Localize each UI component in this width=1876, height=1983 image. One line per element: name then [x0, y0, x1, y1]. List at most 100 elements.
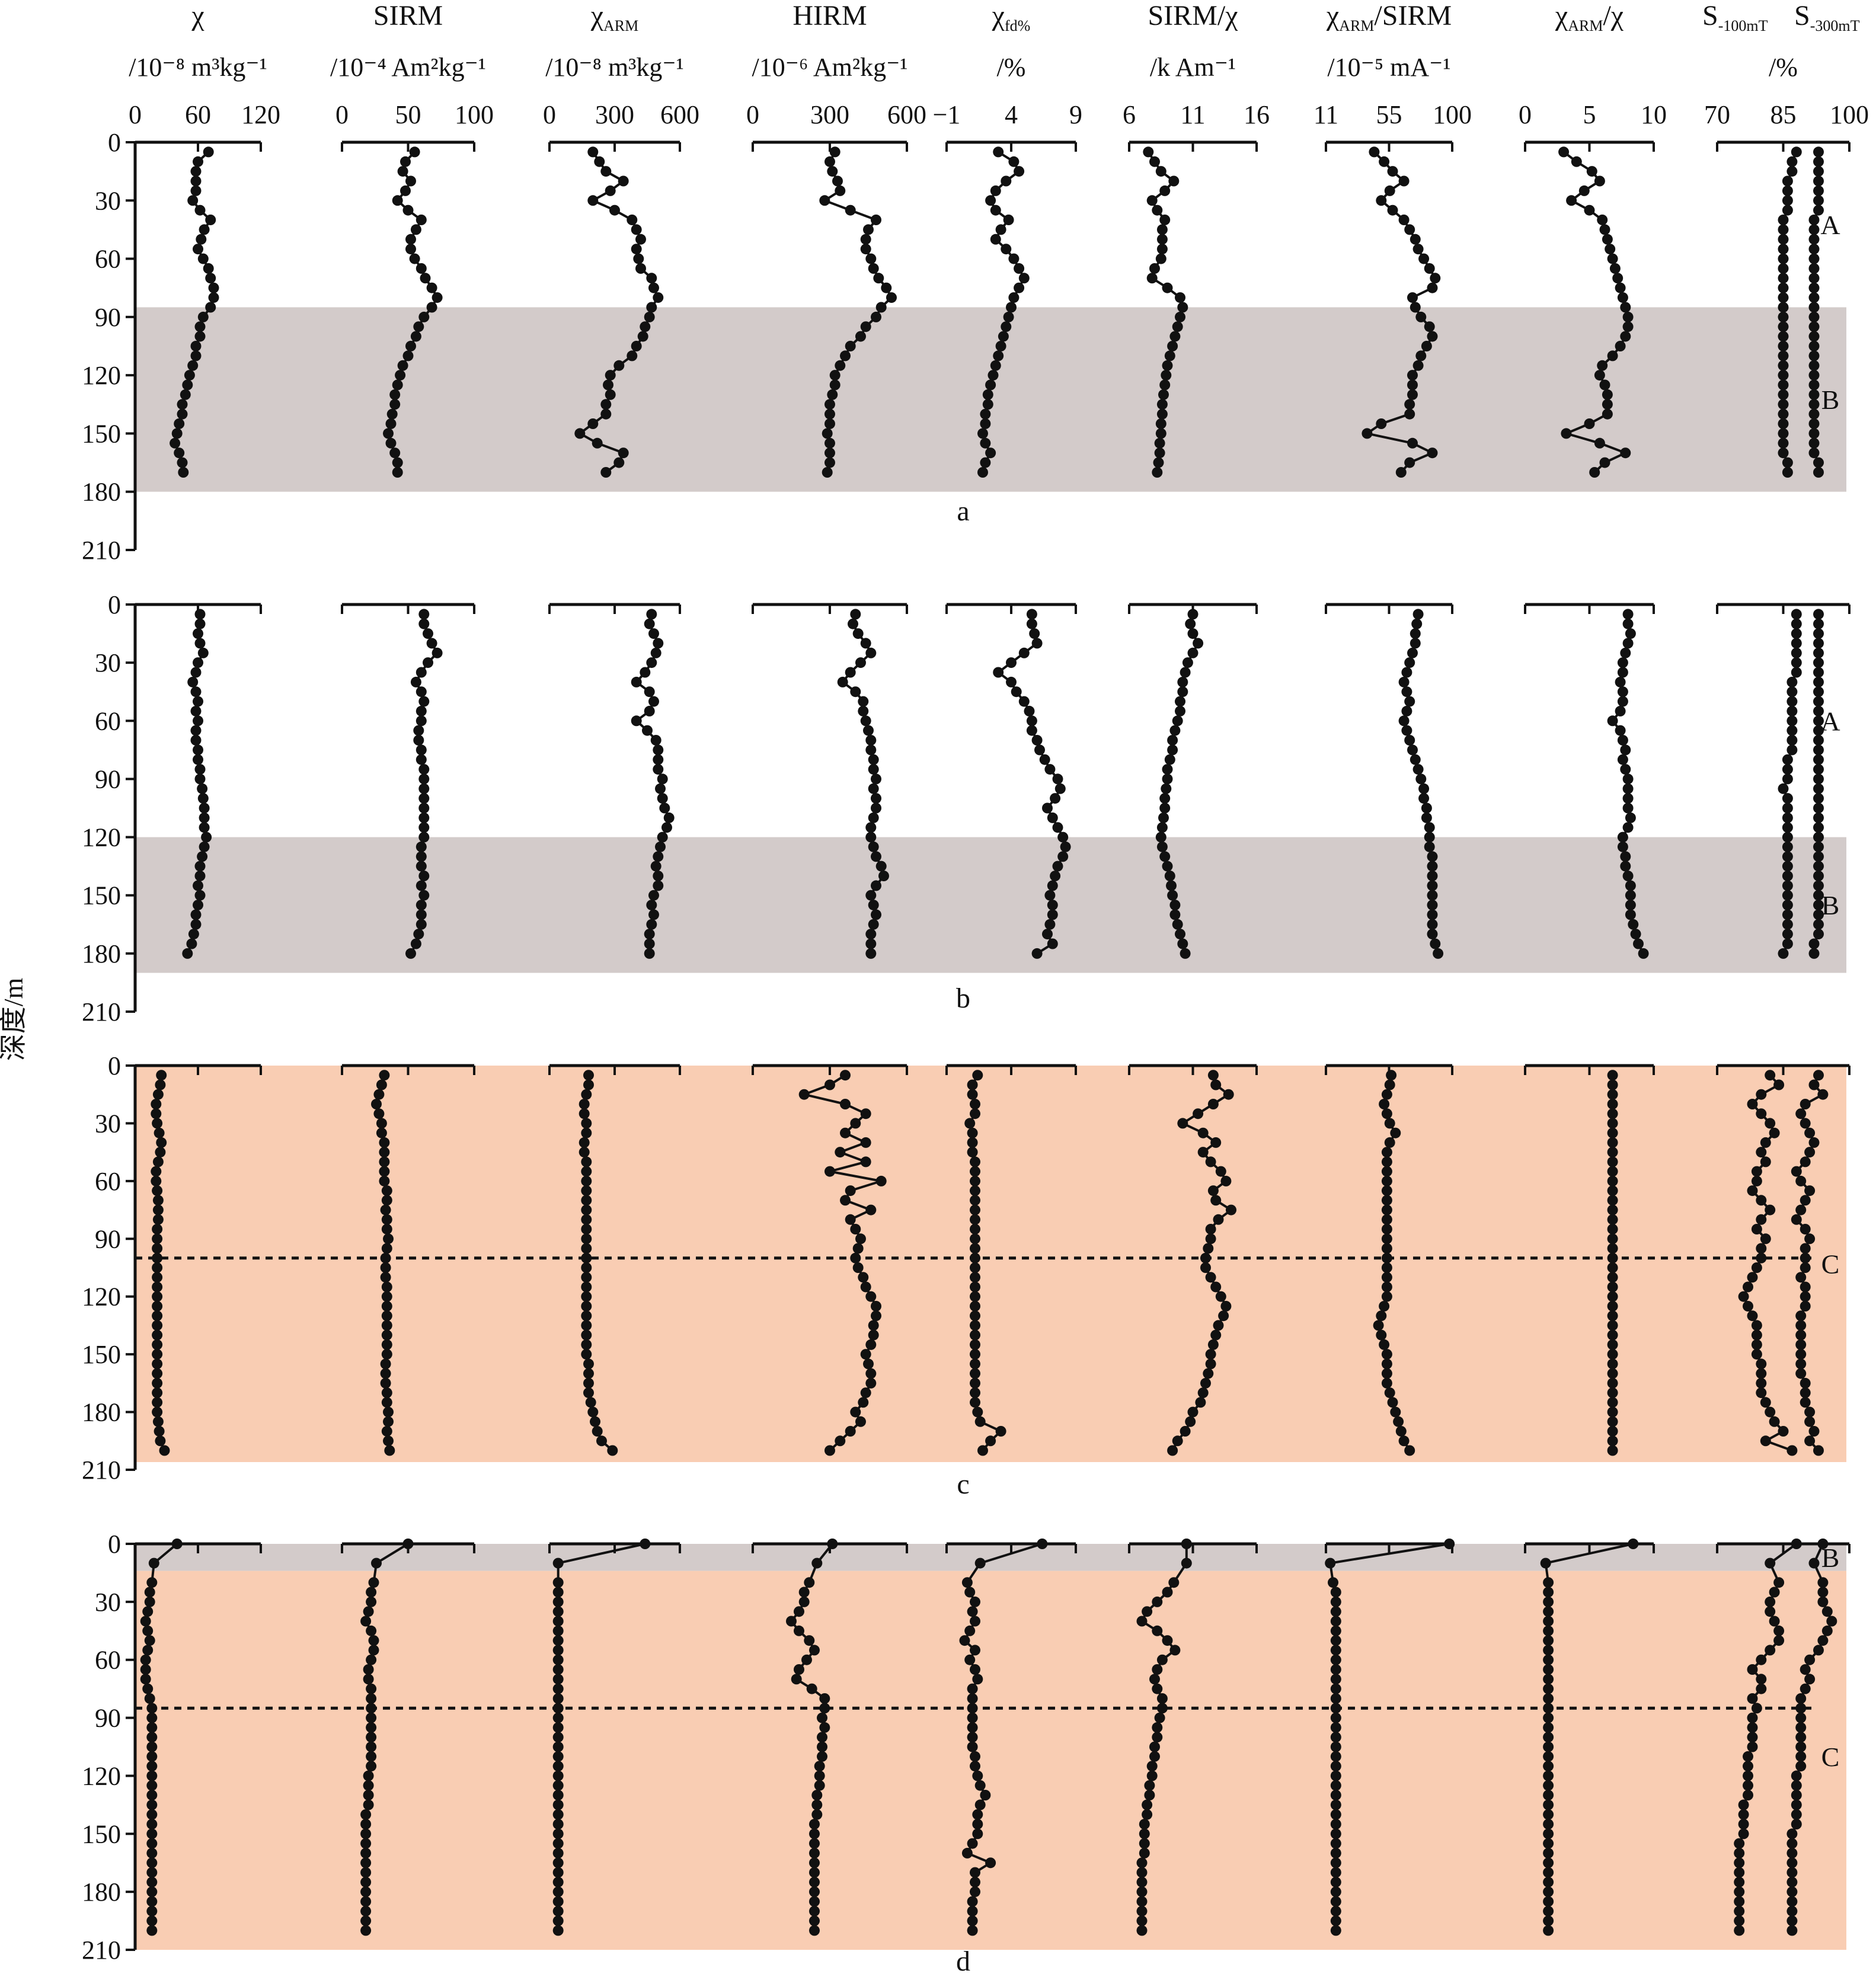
data-point — [1401, 667, 1412, 678]
data-point — [1162, 764, 1173, 775]
data-point — [961, 1577, 973, 1588]
data-point — [552, 1712, 564, 1723]
data-point — [1410, 302, 1421, 313]
data-point — [1808, 263, 1820, 274]
header-tick-label: 16 — [1244, 100, 1270, 129]
data-point — [1817, 1577, 1829, 1588]
data-point — [1008, 156, 1020, 167]
data-point — [152, 1406, 163, 1418]
data-point — [193, 244, 203, 255]
data-point — [1384, 185, 1395, 196]
data-point — [1808, 360, 1820, 371]
data-point — [865, 822, 877, 833]
data-point — [875, 1175, 887, 1186]
data-point — [1808, 215, 1820, 225]
data-point — [860, 715, 871, 727]
data-point — [1543, 1703, 1554, 1714]
data-point — [380, 1262, 391, 1273]
data-point — [152, 1233, 163, 1245]
data-point — [1813, 831, 1824, 843]
data-point — [1615, 725, 1626, 736]
data-point — [1172, 715, 1183, 727]
depth-tick-label: 150 — [82, 881, 121, 910]
data-point — [845, 1426, 856, 1437]
depth-tick-label: 150 — [82, 419, 121, 448]
data-point — [1602, 399, 1613, 410]
data-point — [1607, 1079, 1618, 1090]
data-point — [860, 1137, 871, 1148]
data-point — [970, 1185, 980, 1197]
data-point — [840, 350, 851, 362]
data-point — [1747, 1185, 1758, 1197]
data-point — [1026, 725, 1037, 736]
header-tick-label: 0 — [1519, 100, 1532, 129]
data-point — [552, 1847, 564, 1859]
data-point — [587, 1406, 599, 1418]
data-point — [583, 1368, 594, 1379]
data-point — [190, 341, 202, 351]
data-point — [1607, 1387, 1618, 1399]
data-point — [1607, 1070, 1618, 1081]
data-point — [1813, 822, 1824, 833]
data-point — [1808, 350, 1820, 362]
data-point — [170, 437, 181, 449]
data-point — [1778, 370, 1789, 381]
data-point — [1778, 428, 1789, 439]
data-point — [1813, 195, 1824, 206]
data-point — [583, 1377, 594, 1389]
data-point — [405, 244, 416, 255]
data-point — [1578, 185, 1590, 196]
data-point — [371, 1557, 382, 1569]
data-point — [809, 1915, 820, 1927]
data-point — [190, 705, 202, 717]
data-point — [581, 1349, 592, 1360]
data-point — [146, 1770, 158, 1781]
data-point — [552, 1876, 564, 1888]
data-point — [1152, 1625, 1163, 1636]
data-point — [1808, 938, 1820, 949]
data-point — [1813, 929, 1824, 940]
data-point — [1808, 399, 1820, 410]
data-point — [1543, 1741, 1554, 1752]
data-point — [1381, 1262, 1392, 1273]
data-point — [1195, 1397, 1206, 1408]
header-unit: /10⁻⁴ Am²kg⁻¹ — [330, 53, 486, 82]
data-point — [809, 1896, 820, 1907]
data-point — [974, 1557, 986, 1569]
data-point — [642, 725, 653, 736]
data-point — [1047, 909, 1058, 920]
data-point — [1330, 1751, 1341, 1762]
data-point — [1205, 1224, 1216, 1234]
data-point — [1808, 389, 1820, 400]
data-point — [360, 1819, 372, 1830]
data-point — [381, 1243, 392, 1254]
data-point — [418, 618, 430, 629]
data-point — [142, 1606, 154, 1617]
data-point — [1011, 686, 1022, 698]
data-point — [1622, 783, 1634, 794]
data-point — [970, 1204, 980, 1216]
data-point — [646, 919, 657, 930]
data-point — [970, 1329, 980, 1341]
data-point — [1734, 1857, 1745, 1869]
header-tick-label: 100 — [1433, 100, 1472, 129]
data-point — [381, 1224, 392, 1234]
data-point — [1808, 234, 1820, 245]
data-point — [1412, 609, 1424, 620]
data-point — [1597, 215, 1608, 225]
data-point — [581, 1089, 592, 1100]
data-point — [1330, 1857, 1341, 1869]
data-point — [392, 379, 403, 391]
data-point — [1743, 1281, 1753, 1293]
data-point — [1180, 1426, 1191, 1437]
data-point — [366, 1625, 377, 1636]
data-point — [366, 1703, 377, 1714]
header-sub: -100mT — [1718, 17, 1768, 34]
data-point — [1159, 379, 1171, 391]
data-point — [655, 783, 666, 794]
data-point — [366, 1693, 377, 1704]
data-point — [1407, 437, 1418, 449]
data-point — [631, 244, 642, 255]
data-point — [1620, 744, 1631, 756]
